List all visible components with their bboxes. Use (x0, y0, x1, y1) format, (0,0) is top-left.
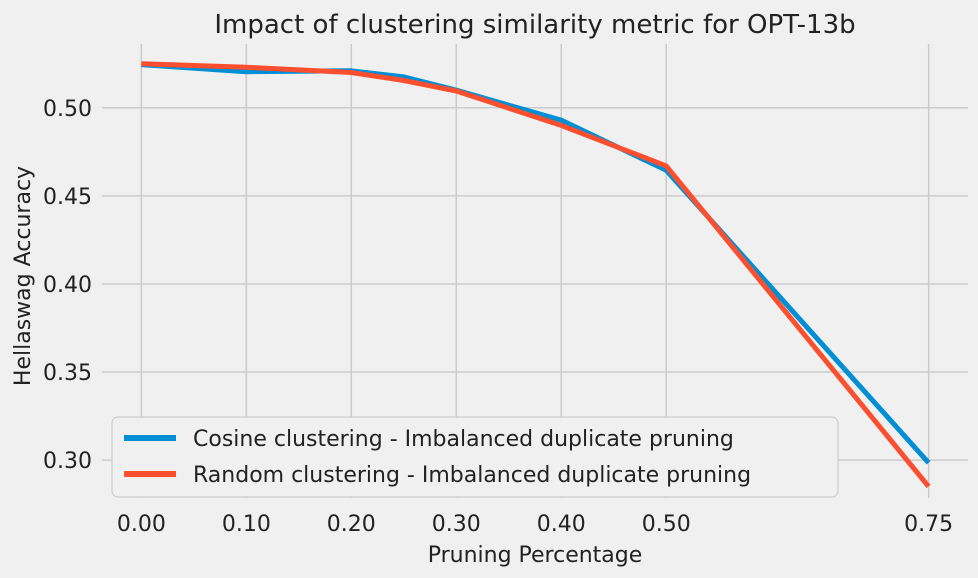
y-tick-label: 0.45 (43, 185, 92, 210)
legend-box (111, 416, 839, 498)
x-axis-label: Pruning Percentage (428, 543, 643, 568)
x-tick-label: 0.40 (537, 512, 586, 537)
x-tick-label: 0.20 (327, 512, 376, 537)
x-tick-label: 0.00 (117, 512, 166, 537)
y-tick-label: 0.35 (43, 361, 92, 386)
legend-label-cosine: Cosine clustering - Imbalanced duplicate… (193, 427, 734, 452)
x-tick-label: 0.75 (904, 512, 953, 537)
series-line-random (141, 61, 931, 489)
x-tick-label: 0.30 (432, 512, 481, 537)
chart-title: Impact of clustering similarity metric f… (214, 10, 855, 40)
y-tick-label: 0.30 (43, 449, 92, 474)
series-lines (141, 61, 931, 489)
y-tick-label: 0.50 (43, 97, 92, 122)
y-tick-labels: 0.30 0.35 0.40 0.45 0.50 (43, 97, 92, 474)
y-tick-label: 0.40 (43, 273, 92, 298)
legend: Cosine clustering - Imbalanced duplicate… (111, 416, 839, 498)
y-axis-label: Hellaswag Accuracy (11, 166, 36, 386)
legend-label-random: Random clustering - Imbalanced duplicate… (193, 463, 751, 488)
x-tick-label: 0.50 (642, 512, 691, 537)
x-tick-labels: 0.00 0.10 0.20 0.30 0.40 0.50 0.75 (117, 512, 953, 537)
x-tick-label: 0.10 (222, 512, 271, 537)
